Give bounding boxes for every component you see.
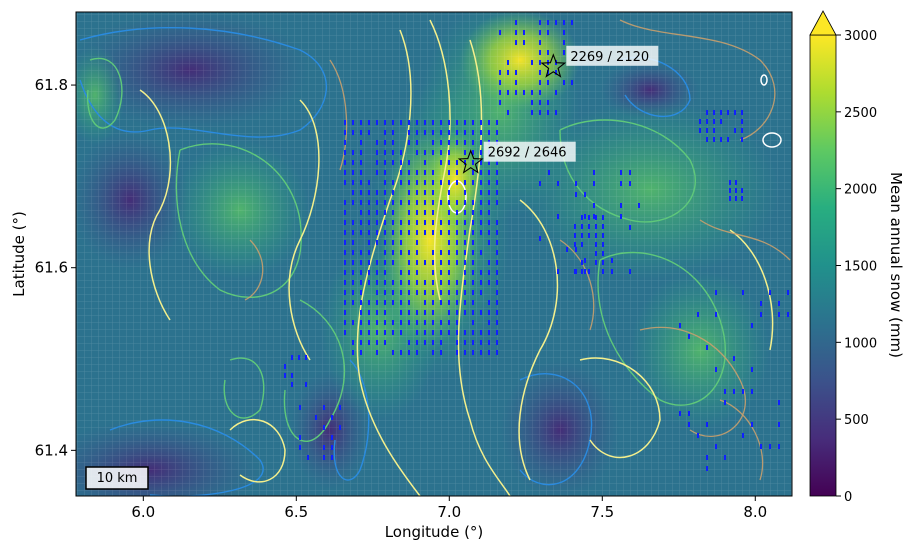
x-axis-title: Longitude (°) [385, 523, 484, 541]
colorbar-tick-label: 2500 [844, 106, 877, 121]
y-tick-label: 61.8 [35, 76, 68, 94]
colorbar-extend-triangle [809, 10, 837, 36]
colorbar-ticks: 0 500 1000 1500 2000 2500 3000 [836, 29, 877, 505]
scale-bar: 10 km [85, 466, 149, 490]
x-tick-label: 7.5 [590, 503, 614, 521]
colorbar-tick-label: 1000 [844, 336, 877, 351]
y-axis: 61.4 61.6 61.8 [35, 76, 76, 459]
x-tick-label: 6.0 [131, 503, 155, 521]
colorbar-ramp [809, 34, 837, 497]
station-star-icon [540, 53, 567, 78]
x-axis: 6.0 6.5 7.0 7.5 8.0 [131, 496, 767, 521]
colorbar: 0 500 1000 1500 2000 2500 3000 Mean annual sno… [809, 10, 905, 505]
snow-map [76, 12, 792, 496]
contours-yellow [139, 19, 774, 496]
scale-bar-box [85, 466, 149, 490]
x-tick-label: 7.0 [437, 503, 461, 521]
x-tick-label: 6.5 [284, 503, 308, 521]
y-axis-title: Latitude (°) [10, 211, 28, 297]
map-frame [75, 11, 793, 497]
station-label-box [566, 45, 659, 66]
colorbar-label: Mean annual snow (mm) [887, 172, 905, 358]
markers: 2269 / 2120 2692 / 2646 [457, 45, 659, 174]
station-label: 2692 / 2646 [488, 146, 567, 161]
colorbar-tick-label: 3000 [844, 29, 877, 44]
colorbar-tick-label: 2000 [844, 183, 877, 198]
station-label-box [483, 141, 576, 162]
stippling [284, 20, 789, 471]
colorbar-tick-label: 1500 [844, 260, 877, 275]
y-tick-label: 61.4 [35, 441, 68, 459]
colorbar-tick-label: 500 [844, 413, 869, 428]
station-label: 2269 / 2120 [570, 50, 649, 65]
x-tick-label: 8.0 [743, 503, 767, 521]
contours-green [86, 57, 726, 442]
station-star-icon [457, 149, 484, 174]
colorbar-tick-label: 0 [844, 490, 852, 505]
scale-bar-label: 10 km [97, 471, 138, 486]
y-tick-label: 61.6 [35, 259, 68, 277]
contours-tan [244, 19, 791, 481]
